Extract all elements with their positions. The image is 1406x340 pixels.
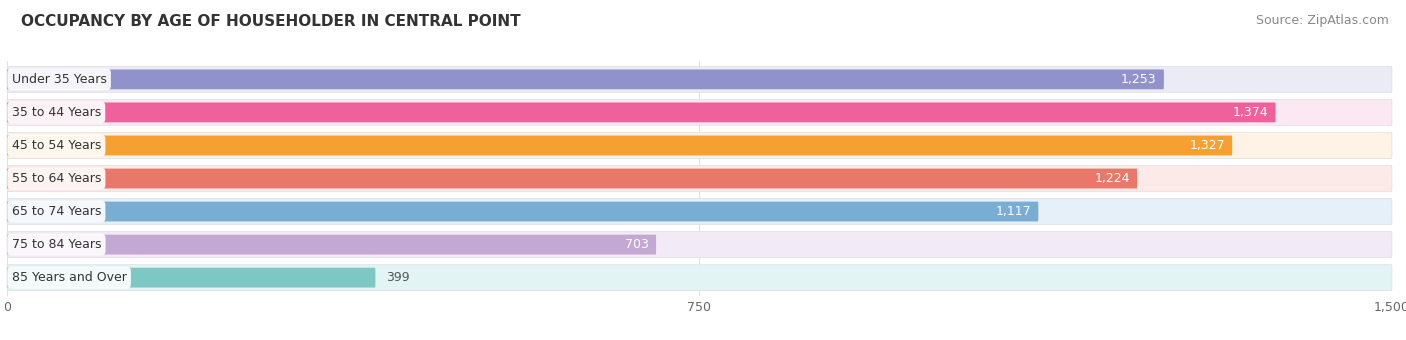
- Text: OCCUPANCY BY AGE OF HOUSEHOLDER IN CENTRAL POINT: OCCUPANCY BY AGE OF HOUSEHOLDER IN CENTR…: [21, 14, 520, 29]
- Text: 399: 399: [387, 271, 411, 284]
- FancyBboxPatch shape: [7, 102, 1275, 122]
- FancyBboxPatch shape: [7, 232, 1392, 257]
- FancyBboxPatch shape: [7, 235, 657, 255]
- FancyBboxPatch shape: [7, 169, 1137, 188]
- Text: 703: 703: [624, 238, 648, 251]
- Text: 85 Years and Over: 85 Years and Over: [11, 271, 127, 284]
- Text: 45 to 54 Years: 45 to 54 Years: [11, 139, 101, 152]
- FancyBboxPatch shape: [7, 166, 1392, 191]
- Text: 1,253: 1,253: [1121, 73, 1157, 86]
- Text: 1,117: 1,117: [995, 205, 1031, 218]
- Text: Under 35 Years: Under 35 Years: [11, 73, 107, 86]
- Text: 65 to 74 Years: 65 to 74 Years: [11, 205, 101, 218]
- Text: Source: ZipAtlas.com: Source: ZipAtlas.com: [1256, 14, 1389, 27]
- FancyBboxPatch shape: [7, 136, 1232, 155]
- FancyBboxPatch shape: [7, 67, 1392, 92]
- FancyBboxPatch shape: [7, 133, 1392, 158]
- FancyBboxPatch shape: [7, 268, 375, 288]
- Text: 1,224: 1,224: [1094, 172, 1130, 185]
- FancyBboxPatch shape: [7, 265, 1392, 290]
- Text: 75 to 84 Years: 75 to 84 Years: [11, 238, 101, 251]
- FancyBboxPatch shape: [7, 199, 1392, 224]
- FancyBboxPatch shape: [7, 202, 1038, 221]
- Text: 55 to 64 Years: 55 to 64 Years: [11, 172, 101, 185]
- FancyBboxPatch shape: [7, 69, 1164, 89]
- Text: 1,327: 1,327: [1189, 139, 1225, 152]
- Text: 1,374: 1,374: [1233, 106, 1268, 119]
- FancyBboxPatch shape: [7, 100, 1392, 125]
- Text: 35 to 44 Years: 35 to 44 Years: [11, 106, 101, 119]
